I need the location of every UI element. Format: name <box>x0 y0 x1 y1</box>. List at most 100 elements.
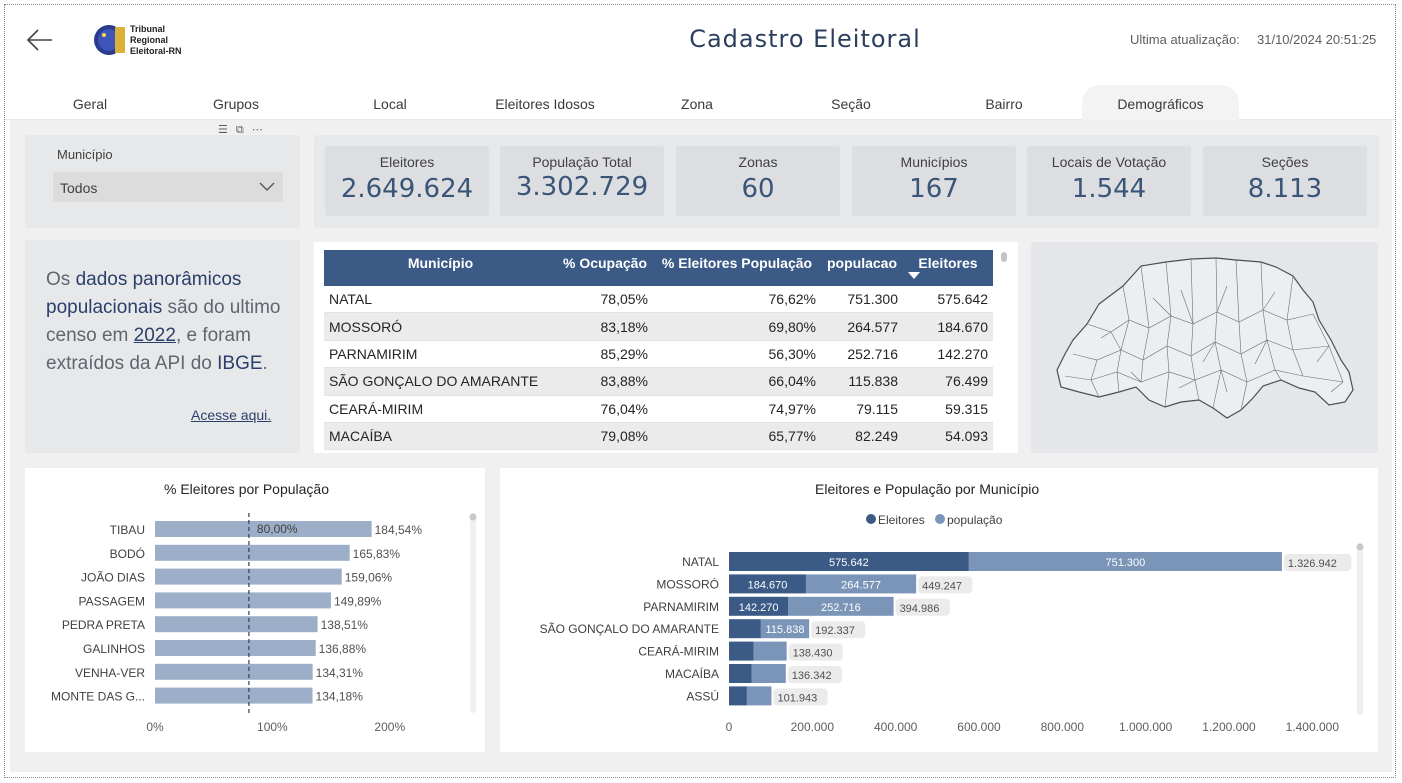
tab-eleitores-idosos[interactable]: Eleitores Idosos <box>495 96 595 112</box>
filter-icon[interactable]: ☰ <box>218 123 236 136</box>
chart1-value-label: 138,51% <box>321 618 369 632</box>
chart2-total-badge <box>787 666 843 683</box>
acesse-aqui-link[interactable]: Acesse aqui. <box>191 407 272 423</box>
table-cell: CEARÁ-MIRIM <box>324 395 557 423</box>
chart1-value-label: 184,54% <box>375 523 423 537</box>
chart2-total-label: 101.943 <box>777 692 817 704</box>
col-header-populacao[interactable]: populacao <box>821 250 903 286</box>
kpi-municipios: Municípios 167 <box>852 146 1016 216</box>
chart2-bar-eleitores <box>729 664 752 683</box>
chart1-reference-label: 80,00% <box>257 522 298 536</box>
chart2-title: Eleitores e População por Município <box>815 481 1040 497</box>
chart1-category-label: PASSAGEM <box>79 594 145 608</box>
chart1-svg[interactable]: TIBAU 184,54% BODÓ 165,83% JOÃO DIAS 159,06% P… <box>25 505 485 745</box>
table-scrollbar[interactable] <box>1001 252 1007 262</box>
table-cell: 69,80% <box>653 312 821 341</box>
table-row[interactable]: CEARÁ-MIRIM 76,04% 74,97% 79.115 59.315 <box>324 395 993 423</box>
tab-grupos[interactable]: Grupos <box>213 96 259 112</box>
chart1-value-label: 159,06% <box>345 571 393 585</box>
legend-populacao-marker <box>935 514 945 524</box>
tab-geral[interactable]: Geral <box>72 96 108 112</box>
table-cell: 78,05% <box>557 286 653 314</box>
kpi-secoes: Seções 8.113 <box>1203 146 1367 216</box>
chart1-bar <box>155 592 331 609</box>
chart2-bar-eleitores <box>729 619 761 639</box>
table-cell: 65,77% <box>653 422 821 451</box>
chart2-bar-eleitores <box>729 641 754 661</box>
col-header-ocupacao[interactable]: % Ocupação <box>557 250 653 286</box>
chart1-category-label: TIBAU <box>110 523 145 537</box>
chart2-bar-populacao <box>760 619 810 639</box>
chart2-scrollbar-thumb <box>1356 543 1364 551</box>
chart2-bar-populacao <box>788 596 894 616</box>
table-row[interactable]: MACAÍBA 79,08% 65,77% 82.249 54.093 <box>324 422 993 451</box>
chart1-tick-label: 100% <box>257 720 288 734</box>
kpi-label: Municípios <box>900 154 968 170</box>
chart2-total-label: 192.337 <box>815 625 855 637</box>
table-cell: 264.577 <box>821 312 903 341</box>
chart2-bar-eleitores <box>729 686 747 706</box>
chart2-tick-label: 400.000 <box>874 720 918 734</box>
back-arrow-icon[interactable] <box>25 25 55 55</box>
last-update-label: Ultima atualização: <box>1130 32 1240 47</box>
table-cell: PARNAMIRIM <box>324 340 557 369</box>
col-header-eleitores[interactable]: Eleitores <box>903 250 993 286</box>
chart2-category-label: CEARÁ-MIRIM <box>638 644 719 659</box>
chart2-category-label: NATAL <box>682 555 719 569</box>
chart1-tick-label: 0% <box>146 720 164 734</box>
chart1-scrollbar-thumb <box>469 513 477 521</box>
census-info-text: Os dados panorâmicos populacionais são d… <box>46 269 281 374</box>
chart2-bar-populacao <box>968 552 1282 571</box>
chart1-value-label: 149,89% <box>334 594 382 608</box>
chart2-svg[interactable]: Eleitores população NATAL 575.642 751.300 1.3… <box>500 505 1378 745</box>
chart1-value-label: 136,88% <box>319 642 367 656</box>
chart2-bar-populacao <box>746 686 772 706</box>
chevron-down-icon <box>259 182 275 191</box>
tab-bairro[interactable]: Bairro <box>985 96 1023 112</box>
kpi-value: 3.302.729 <box>515 172 649 202</box>
chart2-total-label: 449.247 <box>922 580 962 592</box>
table-cell: 56,30% <box>653 340 821 369</box>
sort-descending-icon[interactable] <box>908 272 920 280</box>
more-options-icon[interactable]: ⋯ <box>251 123 271 136</box>
chart2-eleitores-label: 575.642 <box>829 557 869 569</box>
chart2-tick-label: 600.000 <box>957 720 1001 734</box>
chart2-tick-label: 1.400.000 <box>1286 720 1340 734</box>
tab-demograficos[interactable]: Demográficos <box>1082 85 1239 123</box>
rn-municipalities-map[interactable] <box>1031 242 1378 453</box>
table-cell: MACAÍBA <box>324 422 557 451</box>
chart2-tick-label: 200.000 <box>791 720 835 734</box>
focus-mode-icon[interactable]: ⧉ <box>235 123 252 136</box>
table-cell: 83,88% <box>557 367 653 396</box>
col-header-municipio[interactable]: Município <box>324 250 557 286</box>
chart1-bar <box>155 640 316 656</box>
chart2-category-label: MACAÍBA <box>665 666 719 681</box>
chart2-populacao-label: 264.577 <box>841 579 881 591</box>
chart2-bar-eleitores <box>729 574 806 594</box>
chart2-category-label: MOSSORÓ <box>656 576 719 591</box>
chart2-total-label: 1.326.942 <box>1288 558 1337 570</box>
chart2-bar-populacao <box>805 574 917 594</box>
table-row[interactable]: SÃO GONÇALO DO AMARANTE 83,88% 66,04% 115.8… <box>324 367 993 396</box>
legend-populacao-label: população <box>947 513 1003 527</box>
table-row[interactable]: NATAL 78,05% 76,62% 751.300 575.642 <box>324 286 993 314</box>
tab-zona[interactable]: Zona <box>681 96 713 112</box>
municipio-dropdown[interactable]: Todos <box>53 172 283 202</box>
chart2-total-badge <box>918 576 973 594</box>
chart2-bar-eleitores <box>729 596 789 616</box>
chart2-total-badge <box>788 643 843 661</box>
tab-secao[interactable]: Seção <box>831 96 871 112</box>
legend-eleitores-label: Eleitores <box>878 513 925 527</box>
table-row[interactable]: PARNAMIRIM 85,29% 56,30% 252.716 142.270 <box>324 340 993 369</box>
table-cell: SÃO GONÇALO DO AMARANTE <box>324 367 557 396</box>
chart1-category-label: BODÓ <box>110 546 145 561</box>
logo-line-3: Eleitoral-RN <box>130 46 182 56</box>
chart2-tick-label: 1.200.000 <box>1202 720 1256 734</box>
col-header-eleitores-populacao[interactable]: % Eleitores População <box>653 250 821 286</box>
kpi-label: Zonas <box>738 154 778 170</box>
table-row[interactable]: MOSSORÓ 83,18% 69,80% 264.577 184.670 <box>324 312 993 341</box>
tab-local[interactable]: Local <box>373 96 407 112</box>
table-cell: 59.315 <box>903 395 993 423</box>
visual-header-icons[interactable]: ☰⧉⋯ <box>218 123 271 137</box>
table-cell: 83,18% <box>557 312 653 341</box>
